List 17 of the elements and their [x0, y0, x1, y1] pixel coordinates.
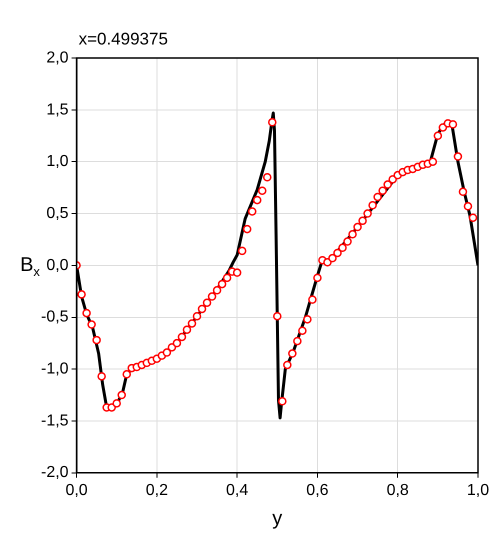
y-tick-label: 1,5 — [46, 101, 69, 118]
y-tick-label: -0,5 — [40, 308, 69, 326]
y-tick-label: -2,0 — [40, 464, 69, 482]
x-tick-label: 0,8 — [386, 482, 409, 499]
y-tick-label: 0,0 — [46, 256, 69, 274]
chart-title: x=0.499375 — [78, 30, 168, 49]
x-tick-label: 0,2 — [146, 482, 168, 499]
y-tick-label: 0,5 — [46, 204, 69, 222]
y-tick-label: 2,0 — [46, 49, 69, 66]
x-tick-label: 0,6 — [306, 482, 329, 499]
y-tick-label: -1,5 — [40, 412, 69, 430]
y-tick-label: -1,0 — [40, 360, 69, 378]
x-axis-title: y — [272, 507, 282, 530]
y-tick-label: 1,0 — [46, 153, 69, 170]
x-tick-label: 0,0 — [65, 482, 88, 499]
x-tick-label: 0,4 — [226, 482, 248, 499]
x-tick-label: 1,0 — [466, 482, 490, 499]
